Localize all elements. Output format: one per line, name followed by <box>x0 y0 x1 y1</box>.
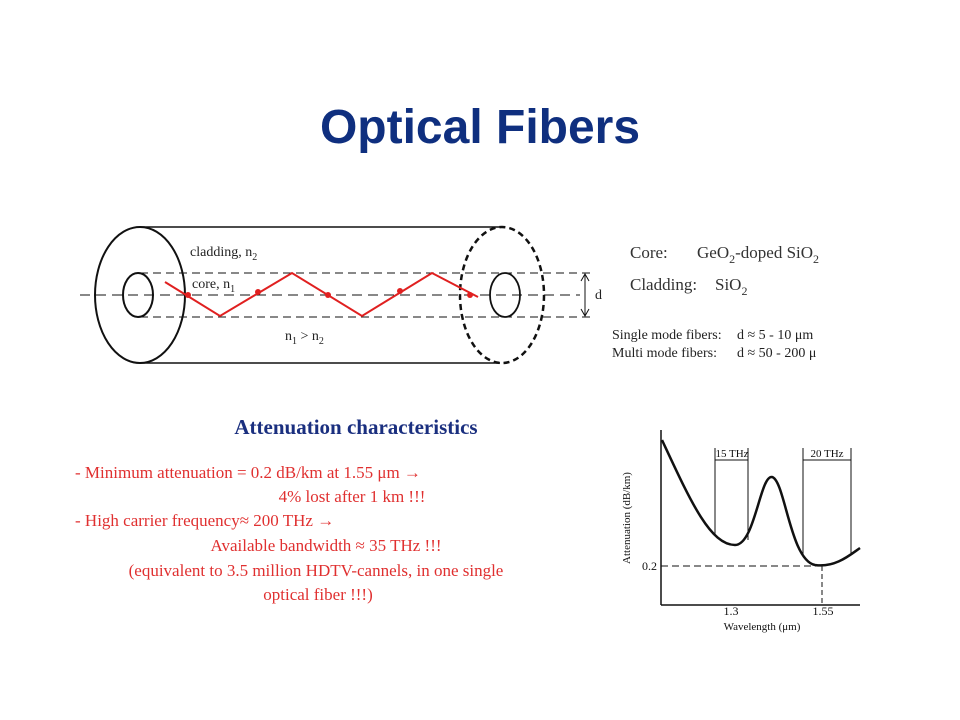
slide-title: Optical Fibers <box>320 101 640 154</box>
x-axis-label: Wavelength (μm) <box>724 621 801 633</box>
y-tick-label: 0.2 <box>642 559 657 573</box>
attenuation-line: 4% lost after 1 km !!! <box>279 487 426 506</box>
mode-row: Single mode fibers: d ≈ 5 - 10 μm <box>612 328 813 343</box>
band-label: 15 THz <box>715 448 748 460</box>
attenuation-line: - High carrier frequency≈ 200 THz → <box>75 511 334 530</box>
index-condition: n1 > n2 <box>285 329 324 347</box>
cladding-material: Cladding: SiO2 <box>630 275 747 298</box>
attenuation-line: - Minimum attenuation = 0.2 dB/km at 1.5… <box>75 463 421 482</box>
y-axis-label: Attenuation (dB/km) <box>621 472 633 564</box>
fiber-diagram: cladding, n2 core, n1 n1 > n2 d <box>80 225 602 365</box>
x-tick-label: 1.55 <box>813 604 834 618</box>
core-material: Core: GeO2-doped SiO2 <box>630 243 819 266</box>
x-tick-label: 1.3 <box>724 604 739 618</box>
d-label: d <box>595 288 602 303</box>
attenuation-line: Available bandwidth ≈ 35 THz !!! <box>210 536 441 555</box>
attenuation-line: (equivalent to 3.5 million HDTV-cannels,… <box>129 561 504 580</box>
attenuation-plot: 15 THz 20 THz 0.2 1.3 1.55 Wavelength (μ… <box>621 430 861 633</box>
band-label: 20 THz <box>810 448 843 460</box>
cladding-label: cladding, n2 <box>190 245 257 263</box>
attenuation-heading: Attenuation characteristics <box>234 415 477 439</box>
mode-row: Multi mode fibers: d ≈ 50 - 200 μ <box>612 346 816 361</box>
attenuation-line: optical fiber !!!) <box>263 585 373 604</box>
core-label: core, n1 <box>192 277 235 295</box>
